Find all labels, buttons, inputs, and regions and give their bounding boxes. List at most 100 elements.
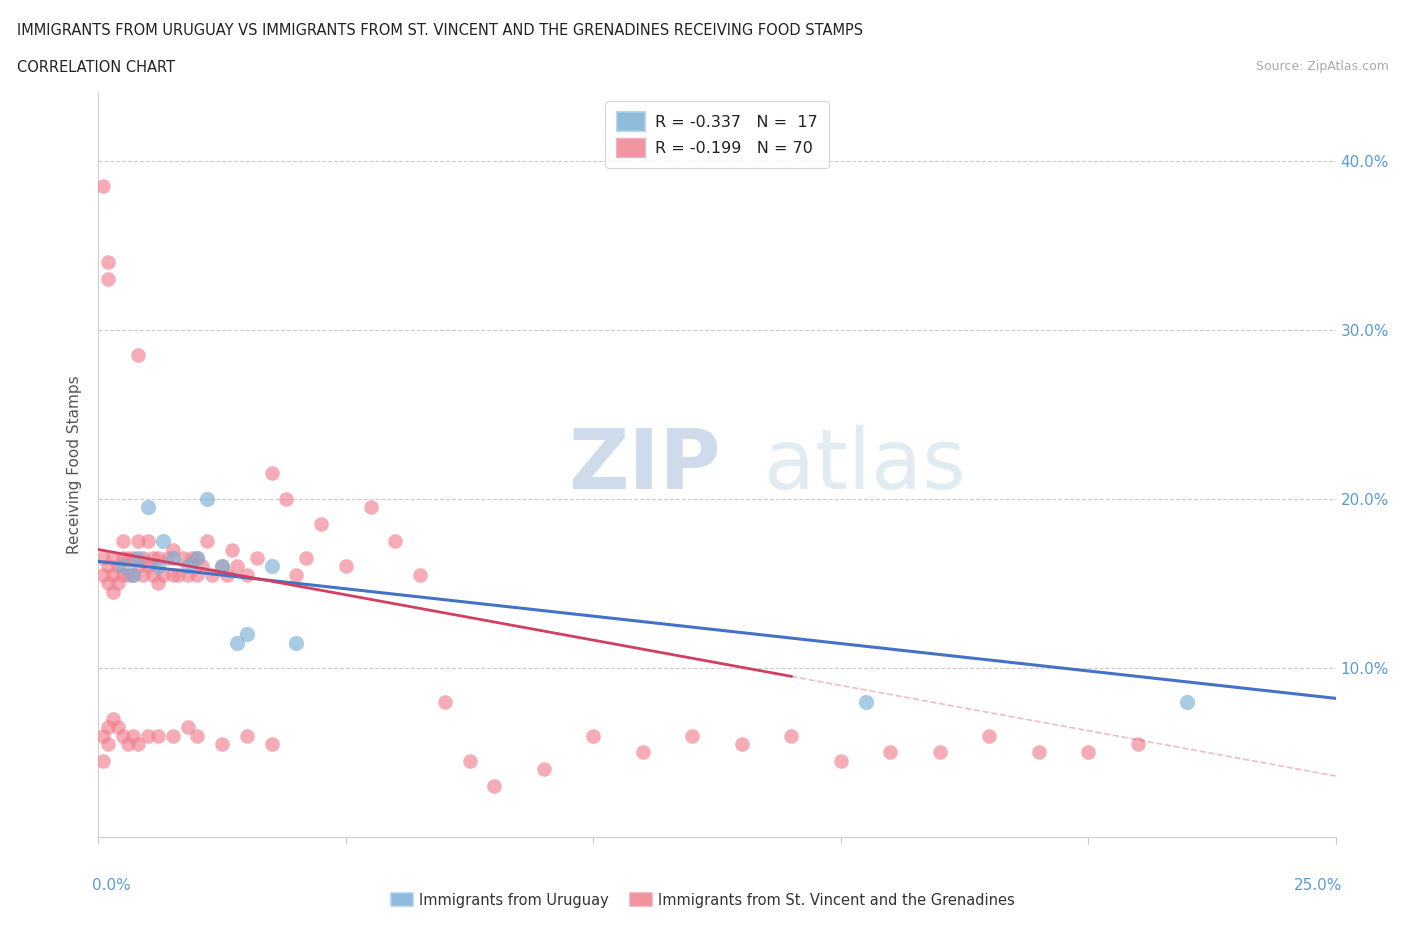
Point <box>260 466 283 481</box>
Point <box>132 551 155 565</box>
Point <box>211 559 233 574</box>
Point <box>484 778 506 793</box>
Point <box>176 720 198 735</box>
Text: ZIP: ZIP <box>568 424 721 506</box>
Point <box>285 635 308 650</box>
Point <box>103 551 125 565</box>
Point <box>186 567 208 582</box>
Point <box>152 534 174 549</box>
Point <box>162 542 184 557</box>
Point <box>181 551 204 565</box>
Point <box>93 551 115 565</box>
Point <box>186 728 208 743</box>
Point <box>780 728 803 743</box>
Point <box>122 567 145 582</box>
Point <box>156 551 179 565</box>
Point <box>146 551 169 565</box>
Point <box>360 499 382 514</box>
Text: Source: ZipAtlas.com: Source: ZipAtlas.com <box>1256 60 1389 73</box>
Point <box>97 559 120 574</box>
Point <box>186 551 208 565</box>
Point <box>260 559 283 574</box>
Point <box>217 567 239 582</box>
Point <box>191 559 214 574</box>
Point <box>136 499 159 514</box>
Point <box>117 551 139 565</box>
Text: CORRELATION CHART: CORRELATION CHART <box>17 60 174 75</box>
Point <box>112 559 135 574</box>
Point <box>112 534 135 549</box>
Point <box>1077 745 1099 760</box>
Point <box>122 728 145 743</box>
Point <box>93 179 115 193</box>
Text: atlas: atlas <box>763 424 966 506</box>
Point <box>93 567 115 582</box>
Point <box>260 737 283 751</box>
Point <box>979 728 1001 743</box>
Point <box>146 728 169 743</box>
Point <box>221 542 243 557</box>
Point <box>97 737 120 751</box>
Point <box>146 559 169 574</box>
Point <box>681 728 703 743</box>
Point <box>93 728 115 743</box>
Point <box>117 737 139 751</box>
Point <box>1028 745 1050 760</box>
Point <box>295 551 318 565</box>
Point <box>97 720 120 735</box>
Point <box>226 559 249 574</box>
Legend: R = -0.337   N =  17, R = -0.199   N = 70: R = -0.337 N = 17, R = -0.199 N = 70 <box>606 101 828 168</box>
Point <box>201 567 224 582</box>
Point <box>276 491 298 506</box>
Point <box>731 737 754 751</box>
Point <box>127 534 149 549</box>
Point <box>236 627 259 642</box>
Point <box>103 567 125 582</box>
Text: 25.0%: 25.0% <box>1294 878 1341 893</box>
Point <box>879 745 901 760</box>
Point <box>384 534 406 549</box>
Point <box>176 567 198 582</box>
Point <box>1126 737 1149 751</box>
Point <box>142 551 165 565</box>
Legend: Immigrants from Uruguay, Immigrants from St. Vincent and the Grenadines: Immigrants from Uruguay, Immigrants from… <box>385 886 1021 913</box>
Point <box>855 695 877 710</box>
Point <box>97 576 120 591</box>
Point <box>107 576 129 591</box>
Point <box>176 559 198 574</box>
Point <box>132 567 155 582</box>
Point <box>533 762 555 777</box>
Y-axis label: Receiving Food Stamps: Receiving Food Stamps <box>67 376 83 554</box>
Point <box>136 728 159 743</box>
Point <box>433 695 456 710</box>
Point <box>1175 695 1198 710</box>
Point <box>172 551 194 565</box>
Point <box>409 567 432 582</box>
Point <box>136 559 159 574</box>
Point <box>166 567 188 582</box>
Point <box>162 728 184 743</box>
Point <box>236 728 259 743</box>
Point <box>928 745 950 760</box>
Point <box>112 567 135 582</box>
Point <box>246 551 269 565</box>
Point <box>335 559 357 574</box>
Point <box>195 491 218 506</box>
Point <box>103 584 125 599</box>
Point <box>285 567 308 582</box>
Point <box>122 551 145 565</box>
Point <box>152 567 174 582</box>
Point <box>309 517 332 532</box>
Point <box>103 711 125 726</box>
Point <box>211 559 233 574</box>
Point <box>127 348 149 363</box>
Point <box>458 753 481 768</box>
Point <box>127 559 149 574</box>
Point <box>830 753 852 768</box>
Point <box>136 534 159 549</box>
Point <box>582 728 605 743</box>
Point <box>117 567 139 582</box>
Point <box>186 551 208 565</box>
Point <box>93 753 115 768</box>
Point <box>236 567 259 582</box>
